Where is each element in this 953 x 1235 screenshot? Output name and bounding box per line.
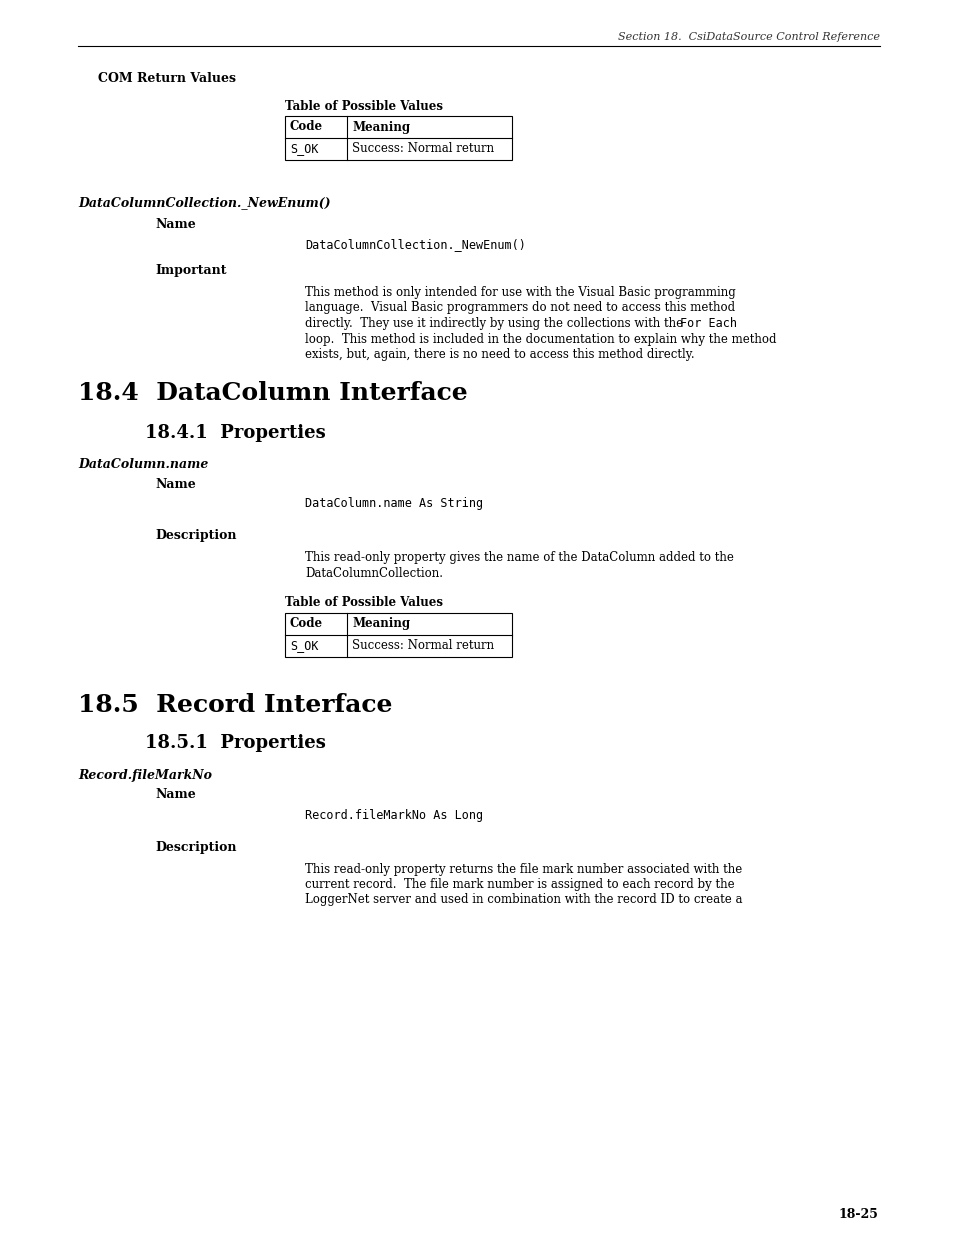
Text: Code: Code xyxy=(290,618,323,630)
Text: Name: Name xyxy=(154,478,195,490)
Text: 18.5.1  Properties: 18.5.1 Properties xyxy=(145,735,326,752)
Text: current record.  The file mark number is assigned to each record by the: current record. The file mark number is … xyxy=(305,878,734,890)
Text: LoggerNet server and used in combination with the record ID to create a: LoggerNet server and used in combination… xyxy=(305,893,741,906)
Text: Success: Normal return: Success: Normal return xyxy=(352,142,494,156)
Text: S_OK: S_OK xyxy=(290,638,318,652)
Text: Record.fileMarkNo: Record.fileMarkNo xyxy=(78,768,212,782)
Bar xyxy=(285,116,512,161)
Text: loop.  This method is included in the documentation to explain why the method: loop. This method is included in the doc… xyxy=(305,332,776,346)
Text: This read-only property gives the name of the DataColumn added to the: This read-only property gives the name o… xyxy=(305,552,733,564)
Text: Success: Normal return: Success: Normal return xyxy=(352,638,494,652)
Text: This method is only intended for use with the Visual Basic programming: This method is only intended for use wit… xyxy=(305,287,735,299)
Text: DataColumnCollection.: DataColumnCollection. xyxy=(305,567,442,580)
Text: For Each: For Each xyxy=(679,317,737,330)
Text: S_OK: S_OK xyxy=(290,142,318,156)
Text: DataColumnCollection._NewEnum(): DataColumnCollection._NewEnum() xyxy=(305,238,525,251)
Text: 18.5  Record Interface: 18.5 Record Interface xyxy=(78,693,392,716)
Text: Name: Name xyxy=(154,788,195,802)
Text: Meaning: Meaning xyxy=(352,618,410,630)
Text: DataColumnCollection._NewEnum(): DataColumnCollection._NewEnum() xyxy=(78,196,330,209)
Text: Section 18.  CsiDataSource Control Reference: Section 18. CsiDataSource Control Refere… xyxy=(618,32,879,42)
Text: Important: Important xyxy=(154,264,226,277)
Text: exists, but, again, there is no need to access this method directly.: exists, but, again, there is no need to … xyxy=(305,348,694,361)
Bar xyxy=(285,613,512,657)
Text: This read-only property returns the file mark number associated with the: This read-only property returns the file… xyxy=(305,862,741,876)
Text: 18.4  DataColumn Interface: 18.4 DataColumn Interface xyxy=(78,382,467,405)
Text: Table of Possible Values: Table of Possible Values xyxy=(285,597,442,610)
Text: language.  Visual Basic programmers do not need to access this method: language. Visual Basic programmers do no… xyxy=(305,301,735,315)
Text: Table of Possible Values: Table of Possible Values xyxy=(285,100,442,112)
Text: Record.fileMarkNo As Long: Record.fileMarkNo As Long xyxy=(305,809,482,821)
Text: directly.  They use it indirectly by using the collections with the: directly. They use it indirectly by usin… xyxy=(305,317,686,330)
Text: DataColumn.name As String: DataColumn.name As String xyxy=(305,498,482,510)
Text: 18-25: 18-25 xyxy=(838,1208,877,1221)
Text: 18.4.1  Properties: 18.4.1 Properties xyxy=(145,424,325,441)
Text: DataColumn.name: DataColumn.name xyxy=(78,457,208,471)
Text: Name: Name xyxy=(154,219,195,231)
Text: COM Return Values: COM Return Values xyxy=(98,72,235,85)
Text: Meaning: Meaning xyxy=(352,121,410,133)
Text: Code: Code xyxy=(290,121,323,133)
Text: Description: Description xyxy=(154,530,236,542)
Text: Description: Description xyxy=(154,841,236,853)
